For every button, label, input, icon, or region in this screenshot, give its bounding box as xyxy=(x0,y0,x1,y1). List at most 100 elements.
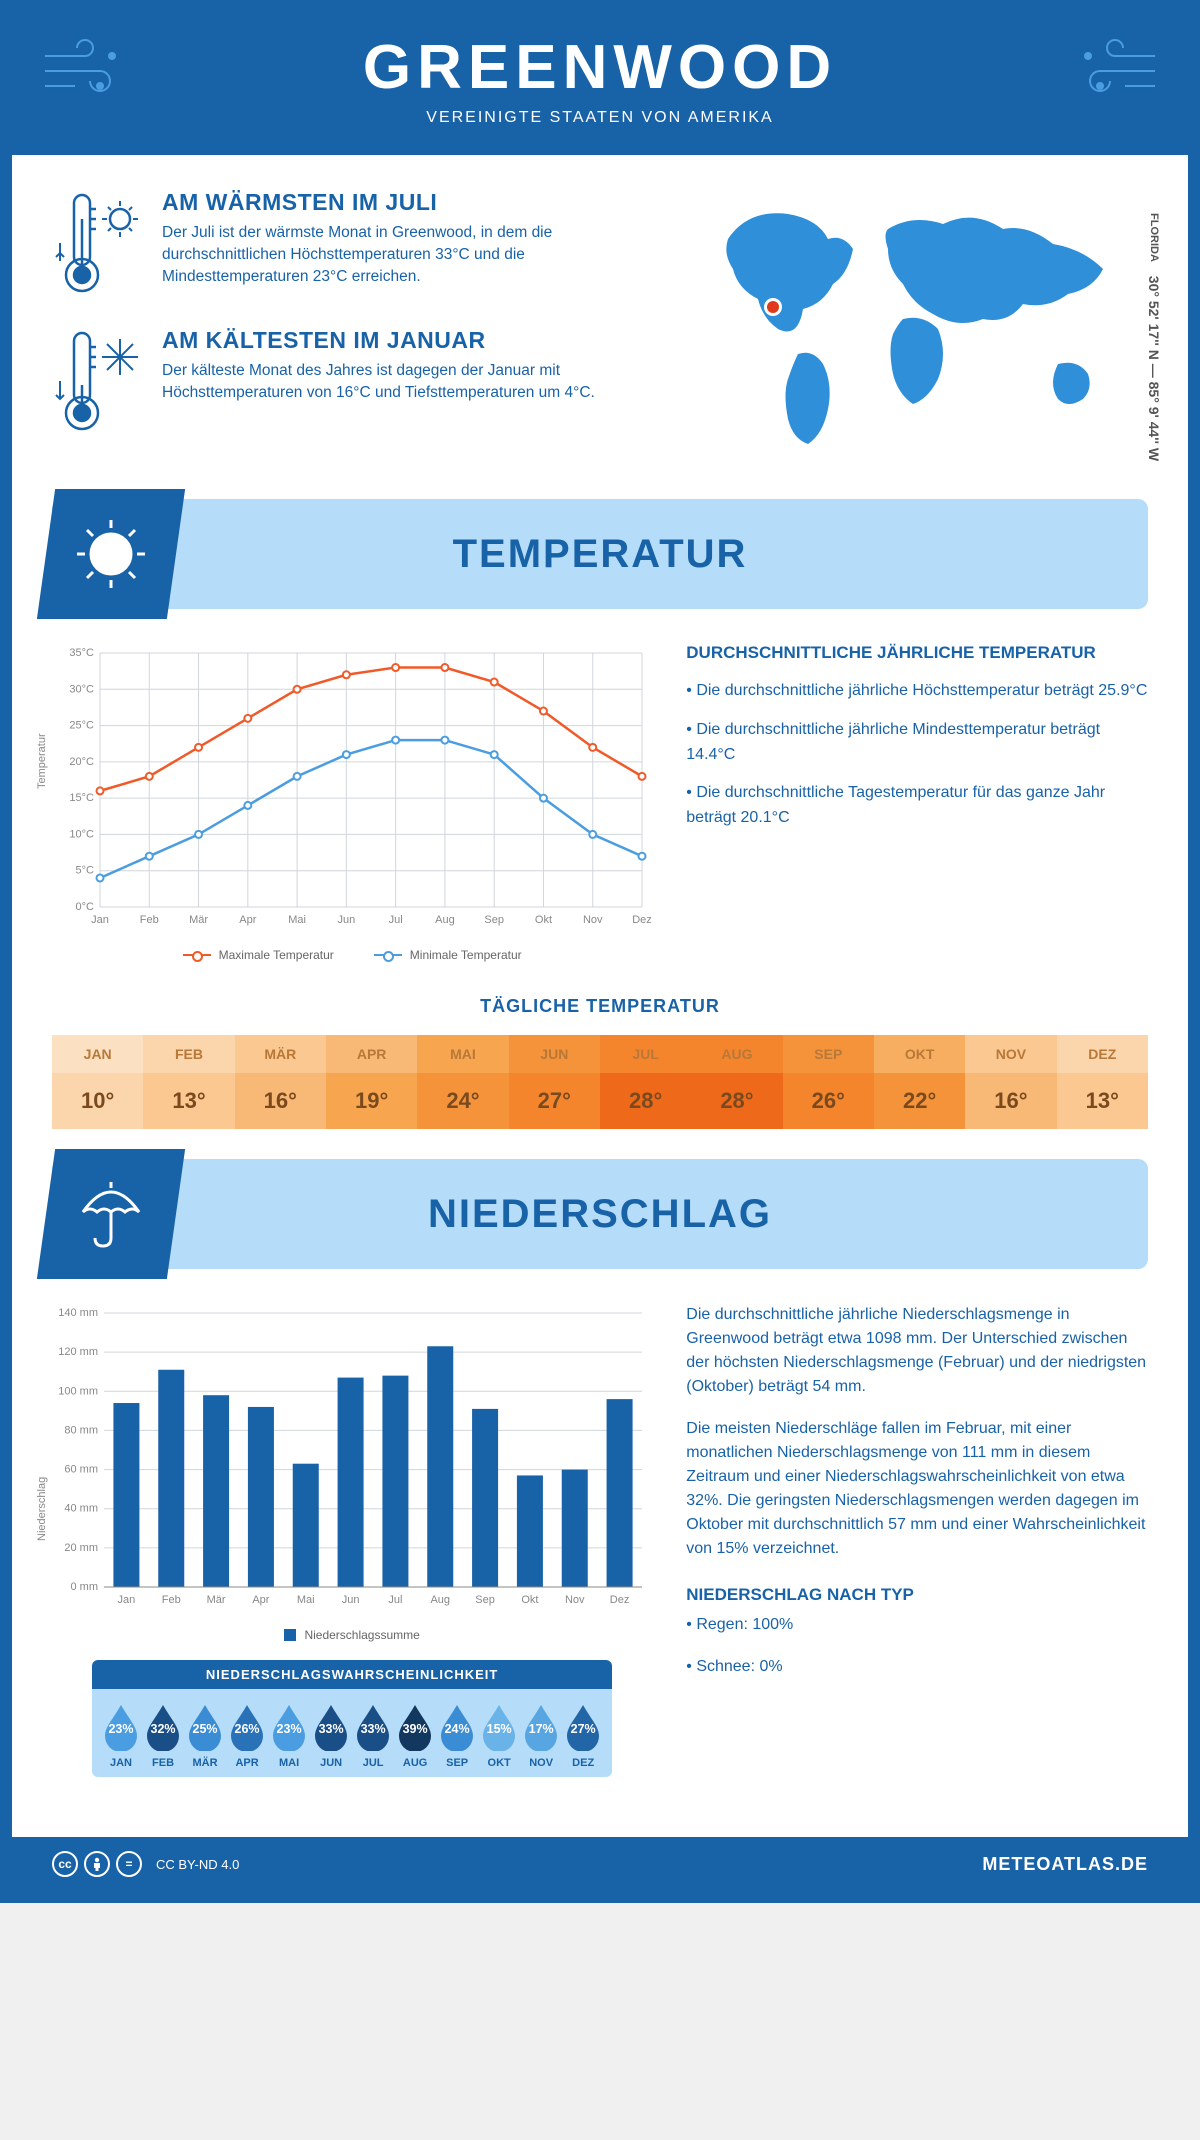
infographic-page: GREENWOOD VEREINIGTE STAATEN VON AMERIKA… xyxy=(0,0,1200,1903)
svg-text:Jan: Jan xyxy=(91,914,109,926)
prob-col: 25%MÄR xyxy=(184,1703,226,1769)
map-area: FLORIDA 30° 52' 17'' N — 85° 9' 44'' W xyxy=(688,189,1148,465)
prob-col: 33%JUL xyxy=(352,1703,394,1769)
svg-text:Nov: Nov xyxy=(565,1594,585,1606)
svg-text:Aug: Aug xyxy=(430,1594,450,1606)
raindrop-icon: 27% xyxy=(563,1703,603,1751)
svg-text:Nov: Nov xyxy=(583,914,603,926)
nd-icon: = xyxy=(116,1851,142,1877)
svg-text:Jul: Jul xyxy=(388,1594,402,1606)
svg-text:Mär: Mär xyxy=(189,914,208,926)
svg-text:80 mm: 80 mm xyxy=(64,1424,98,1436)
raindrop-icon: 26% xyxy=(227,1703,267,1751)
svg-text:Mai: Mai xyxy=(288,914,306,926)
svg-text:120 mm: 120 mm xyxy=(58,1346,98,1358)
daily-col: DEZ13° xyxy=(1057,1035,1148,1129)
svg-text:Jun: Jun xyxy=(342,1594,360,1606)
by-icon xyxy=(84,1851,110,1877)
precipitation-chart: Niederschlag 0 mm20 mm40 mm60 mm80 mm100… xyxy=(52,1303,652,1807)
daily-temp-title: TÄGLICHE TEMPERATUR xyxy=(12,996,1188,1017)
raindrop-icon: 15% xyxy=(479,1703,519,1751)
coldest-text: Der kälteste Monat des Jahres ist dagege… xyxy=(162,360,660,404)
svg-text:25°C: 25°C xyxy=(69,720,94,732)
svg-text:Jun: Jun xyxy=(337,914,355,926)
precipitation-banner: NIEDERSCHLAG xyxy=(52,1159,1148,1269)
daily-col: JUL28° xyxy=(600,1035,691,1129)
svg-text:Apr: Apr xyxy=(239,914,256,926)
prob-col: 17%NOV xyxy=(520,1703,562,1769)
sun-icon xyxy=(37,489,185,619)
wind-icon xyxy=(40,36,140,106)
svg-text:Dez: Dez xyxy=(632,914,652,926)
svg-text:10°C: 10°C xyxy=(69,828,94,840)
daily-col: JUN27° xyxy=(509,1035,600,1129)
svg-text:Dez: Dez xyxy=(610,1594,630,1606)
cc-icons: cc = xyxy=(52,1851,142,1877)
raindrop-icon: 33% xyxy=(353,1703,393,1751)
daily-col: MAI24° xyxy=(417,1035,508,1129)
svg-text:0°C: 0°C xyxy=(76,901,95,913)
world-map-icon xyxy=(688,189,1148,459)
header: GREENWOOD VEREINIGTE STAATEN VON AMERIKA xyxy=(12,12,1188,155)
intro-section: AM WÄRMSTEN IM JULI Der Juli ist der wär… xyxy=(12,155,1188,489)
page-subtitle: VEREINIGTE STAATEN VON AMERIKA xyxy=(12,109,1188,127)
warmest-title: AM WÄRMSTEN IM JULI xyxy=(162,189,660,216)
svg-text:Aug: Aug xyxy=(435,914,455,926)
warmest-block: AM WÄRMSTEN IM JULI Der Juli ist der wär… xyxy=(52,189,660,299)
daily-col: NOV16° xyxy=(965,1035,1056,1129)
svg-text:15°C: 15°C xyxy=(69,792,94,804)
svg-text:40 mm: 40 mm xyxy=(64,1503,98,1515)
probability-box: NIEDERSCHLAGSWAHRSCHEINLICHKEIT 23%JAN32… xyxy=(92,1660,612,1777)
page-title: GREENWOOD xyxy=(12,32,1188,103)
temperature-legend: Maximale Temperatur Minimale Temperatur xyxy=(52,948,652,962)
cc-icon: cc xyxy=(52,1851,78,1877)
daily-col: MÄR16° xyxy=(235,1035,326,1129)
raindrop-icon: 24% xyxy=(437,1703,477,1751)
precipitation-info: Die durchschnittliche jährliche Niedersc… xyxy=(686,1303,1148,1807)
prob-col: 32%FEB xyxy=(142,1703,184,1769)
prob-col: 39%AUG xyxy=(394,1703,436,1769)
site-name: METEOATLAS.DE xyxy=(982,1854,1148,1875)
precipitation-legend: Niederschlagssumme xyxy=(52,1628,652,1642)
daily-temp-table: JAN10°FEB13°MÄR16°APR19°MAI24°JUN27°JUL2… xyxy=(52,1035,1148,1129)
temperature-banner: TEMPERATUR xyxy=(52,499,1148,609)
svg-text:30°C: 30°C xyxy=(69,683,94,695)
svg-text:60 mm: 60 mm xyxy=(64,1464,98,1476)
prob-col: 24%SEP xyxy=(436,1703,478,1769)
svg-text:20 mm: 20 mm xyxy=(64,1542,98,1554)
prob-col: 26%APR xyxy=(226,1703,268,1769)
prob-col: 27%DEZ xyxy=(562,1703,604,1769)
svg-text:Apr: Apr xyxy=(252,1594,269,1606)
prob-col: 23%JAN xyxy=(100,1703,142,1769)
raindrop-icon: 25% xyxy=(185,1703,225,1751)
svg-text:Okt: Okt xyxy=(521,1594,538,1606)
svg-text:Sep: Sep xyxy=(475,1594,495,1606)
svg-text:Jan: Jan xyxy=(118,1594,136,1606)
footer: cc = CC BY-ND 4.0 METEOATLAS.DE xyxy=(12,1837,1188,1891)
svg-text:Mai: Mai xyxy=(297,1594,315,1606)
daily-col: SEP26° xyxy=(783,1035,874,1129)
svg-text:Jul: Jul xyxy=(389,914,403,926)
daily-col: FEB13° xyxy=(143,1035,234,1129)
coordinates: FLORIDA 30° 52' 17'' N — 85° 9' 44'' W xyxy=(1146,213,1162,461)
svg-text:Mär: Mär xyxy=(207,1594,226,1606)
raindrop-icon: 32% xyxy=(143,1703,183,1751)
daily-col: APR19° xyxy=(326,1035,417,1129)
daily-col: JAN10° xyxy=(52,1035,143,1129)
temperature-chart: Temperatur 0°C5°C10°C15°C20°C25°C30°C35°… xyxy=(52,643,652,962)
thermometer-hot-icon xyxy=(52,189,144,299)
precipitation-title: NIEDERSCHLAG xyxy=(428,1192,772,1237)
svg-text:5°C: 5°C xyxy=(76,865,95,877)
daily-col: OKT22° xyxy=(874,1035,965,1129)
thermometer-cold-icon xyxy=(52,327,144,437)
svg-text:Feb: Feb xyxy=(140,914,159,926)
raindrop-icon: 33% xyxy=(311,1703,351,1751)
svg-text:100 mm: 100 mm xyxy=(58,1385,98,1397)
license-text: CC BY-ND 4.0 xyxy=(156,1857,239,1872)
raindrop-icon: 17% xyxy=(521,1703,561,1751)
svg-text:20°C: 20°C xyxy=(69,756,94,768)
svg-text:Feb: Feb xyxy=(162,1594,181,1606)
temperature-info: DURCHSCHNITTLICHE JÄHRLICHE TEMPERATUR •… xyxy=(686,643,1148,962)
prob-col: 23%MAI xyxy=(268,1703,310,1769)
svg-text:Sep: Sep xyxy=(484,914,504,926)
